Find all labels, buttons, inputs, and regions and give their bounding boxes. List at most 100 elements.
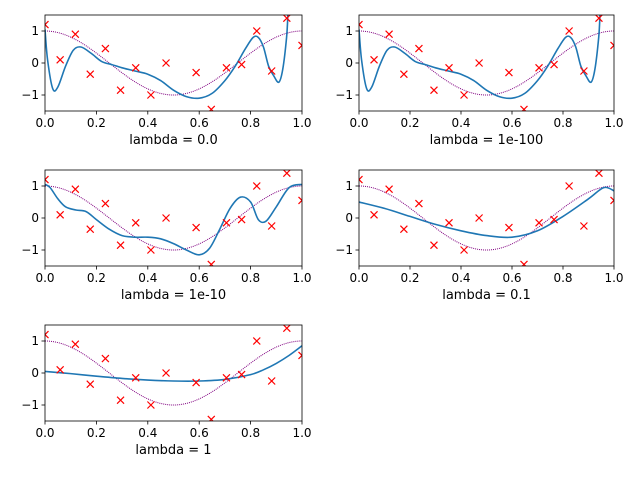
x-tick-label: 0.8 [241,116,260,130]
sample-point [520,260,528,266]
x-axis-label: lambda = 0.1 [442,288,531,303]
x-tick-label: 0.8 [241,426,260,440]
sample-point [359,20,363,29]
fitted-curve [359,15,601,100]
sample-point [610,41,614,50]
sample-point [131,63,140,72]
sample-point [415,44,423,53]
y-tick-label: −1 [335,243,353,257]
sample-point [282,15,291,23]
sample-point [131,218,140,227]
sample-point [101,44,110,53]
sample-point [45,330,49,339]
x-tick-label: 0.6 [502,116,521,130]
true-function-line [359,30,614,96]
sample-point [460,91,468,99]
x-tick-label: 0.0 [35,116,54,130]
fitted-curve [45,183,302,256]
x-axis-label: lambda = 1e-100 [430,133,544,148]
sample-point [359,175,363,184]
sample-point [579,222,588,230]
sample-point [116,86,125,95]
x-tick-label: 0.6 [190,271,209,285]
x-tick-label: 1.0 [604,116,623,130]
sample-point [162,214,170,222]
sample-point [71,30,80,39]
sample-point [370,55,378,64]
sample-point [207,260,216,266]
sample-point [222,218,231,227]
sample-point [267,377,276,385]
subplot-5: 0.0 0.2 0.4 0.6 0.8 1.0 −1 0 1 lambda = 1 [21,324,312,458]
y-tick-label: 1 [31,24,39,38]
y-tick-label: −1 [21,243,39,257]
true-function-line [45,30,302,96]
sample-point [207,105,216,111]
sample-point [101,354,110,363]
x-tick-label: 0.4 [138,426,157,440]
y-tick-label: −1 [21,398,39,412]
y-tick-label: −1 [21,88,39,102]
plot-area [45,170,302,266]
sample-point [595,15,603,23]
sample-point [192,223,201,232]
plot-area [45,15,302,111]
sample-point [565,182,574,190]
sample-point [399,225,408,234]
sample-point [45,175,49,184]
x-axis-label: lambda = 1e-10 [121,288,226,303]
y-tick-label: 1 [31,179,39,193]
sample-point [146,91,155,99]
sample-point [116,396,125,405]
x-tick-label: 0.8 [553,116,572,130]
subplot-3: 0.0 0.2 0.4 0.6 0.8 1.0 −1 0 1 lambda = 1e-10 [21,169,312,303]
x-tick-label: 1.0 [292,271,311,285]
sample-point [579,67,588,75]
sample-point [565,27,574,35]
sample-point [207,415,216,421]
sample-point [252,337,261,345]
sample-point [415,199,423,208]
true-function-line [45,340,302,406]
sample-point [445,218,453,227]
sample-point [460,246,468,254]
x-tick-label: 0.4 [451,116,470,130]
sample-point [282,170,291,178]
x-tick-label: 0.8 [241,271,260,285]
sample-point [370,210,378,219]
x-tick-label: 0.0 [349,271,368,285]
sample-point [192,378,201,387]
plot-area [45,325,302,421]
y-tick-label: 1 [345,179,353,193]
x-tick-label: 1.0 [292,116,311,130]
sample-point [252,182,261,190]
sample-point [267,222,276,230]
sample-point [595,170,603,178]
sample-point [131,373,140,382]
x-tick-label: 0.2 [400,271,419,285]
sample-point [610,196,614,205]
sample-point [222,63,231,72]
subplot-1: 0.0 0.2 0.4 0.6 0.8 1.0 −1 0 1 lambda = 0.0 [21,14,312,148]
sample-point [430,241,438,250]
sample-point [445,63,453,72]
x-axis-label: lambda = 1 [135,443,211,458]
sample-point [86,380,95,389]
subplot-4: 0.0 0.2 0.4 0.6 0.8 1.0 −1 0 1 lambda = 0.1 [335,169,624,303]
sample-point [399,70,408,79]
sample-point [86,70,95,79]
sample-point [71,185,80,194]
sample-point [475,59,484,67]
y-tick-label: 0 [345,211,353,225]
sample-point [101,199,110,208]
y-tick-label: −1 [335,88,353,102]
sample-point [385,185,394,194]
sample-point [237,215,246,224]
plot-area [359,170,614,266]
x-tick-label: 0.6 [190,426,209,440]
sample-point [505,68,513,77]
sample-point [71,340,80,349]
x-tick-label: 0.6 [502,271,521,285]
